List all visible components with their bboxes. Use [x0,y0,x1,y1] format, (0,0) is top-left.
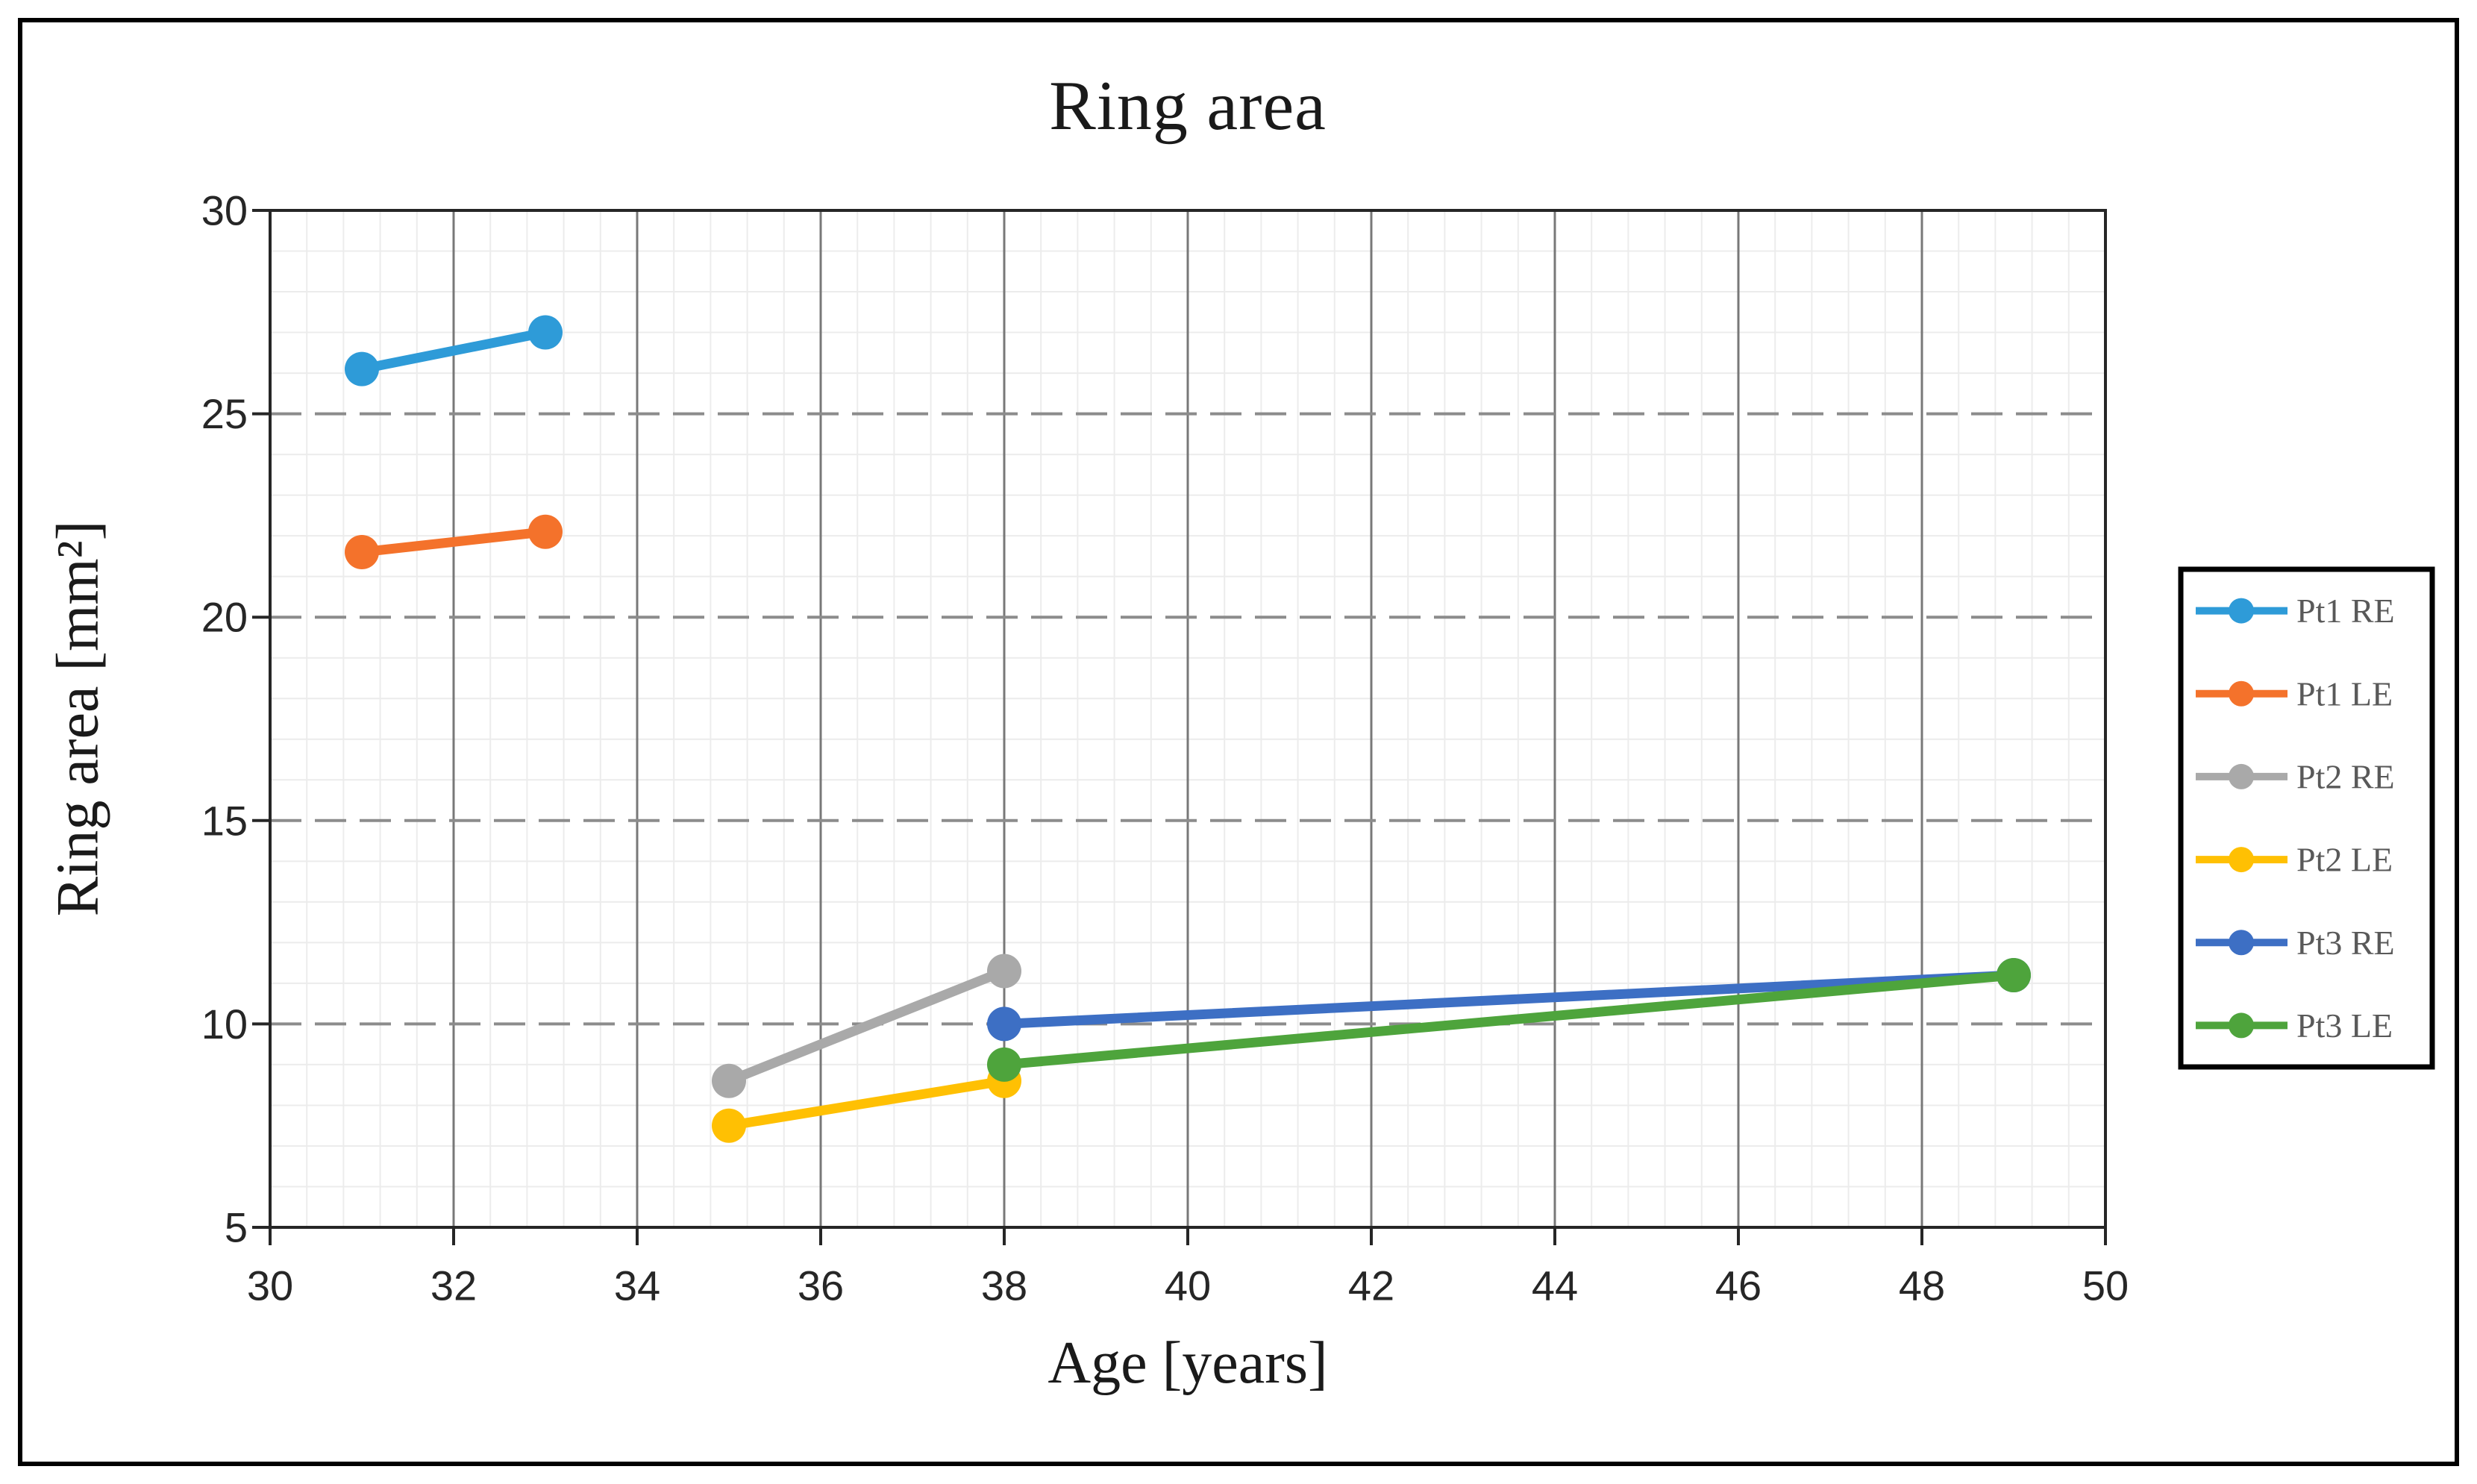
series-line-pt2-re [724,966,1009,1086]
data-point-pt2-re [712,1063,746,1098]
series-pt2-re [712,954,1021,1098]
series-line-pt3-le [999,970,2019,1070]
legend-item-pt1-re: Pt1 RE [2196,592,2395,630]
y-tick-label: 20 [201,594,248,641]
chart-title: Ring area [1049,67,1327,145]
data-point-pt2-re [987,954,1021,989]
series-line-pt3-re [999,970,2019,1029]
x-tick-label: 40 [1165,1262,1211,1309]
tick-labels: 30 32 34 36 38 40 42 44 46 48 50 5 10 15 20 25 30 [201,187,2129,1309]
axis-ticks [252,209,2107,1245]
x-tick-label: 44 [1532,1262,1578,1309]
series-pt3-re [987,957,2031,1042]
data-point-pt3-le [987,1047,1021,1082]
x-tick-label: 30 [247,1262,293,1309]
y-tick-label: 5 [225,1204,248,1251]
y-tick-label: 30 [201,187,248,234]
series-line-pt1-le [357,527,551,557]
x-tick-label: 48 [1899,1262,1945,1309]
series-line-pt2-le [724,1076,1009,1131]
x-tick-label: 32 [430,1262,477,1309]
data-point-pt1-le [345,534,379,569]
x-tick-label: 38 [981,1262,1027,1309]
legend-box [2178,566,2435,1070]
data-point-pt3-le [1997,957,2031,992]
series-pt1-re [345,315,563,386]
data-point-pt2-le [712,1108,746,1143]
data-point-pt1-re [528,315,563,350]
y-tick-label: 15 [201,797,248,844]
legend-item-pt2-le: Pt2 LE [2196,841,2393,879]
legend-marker-pt3-le [2229,1012,2254,1039]
series-pt3-le [987,957,2031,1082]
y-tick-label: 10 [201,1001,248,1048]
data-point-pt1-le [528,514,563,549]
x-tick-label: 50 [2082,1262,2129,1309]
legend-marker-pt2-le [2229,847,2254,873]
legend-label-pt3-re: Pt3 RE [2296,924,2395,962]
legend-marker-pt1-re [2229,598,2254,624]
legend-marker-pt1-le [2229,680,2254,707]
legend-item-pt2-re: Pt2 RE [2196,757,2395,795]
legend-item-pt3-re: Pt3 RE [2196,924,2395,962]
major-gridlines [270,210,2105,1227]
legend-label-pt1-re: Pt1 RE [2296,592,2395,630]
series-pt2-le [712,1063,1021,1143]
series-pt1-le [345,514,563,569]
x-tick-label: 42 [1348,1262,1394,1309]
x-axis-title: Age [years] [1048,1330,1328,1396]
series-line-pt1-re [357,328,551,375]
legend-label-pt1-le: Pt1 LE [2296,674,2393,713]
legend-label-pt3-le: Pt3 LE [2296,1006,2393,1045]
x-tick-label: 36 [798,1262,844,1309]
x-tick-label: 46 [1715,1262,1762,1309]
y-axis-title: Ring area [mm²] [45,520,111,917]
legend-marker-pt3-re [2229,930,2254,956]
legend-item-pt3-le: Pt3 LE [2196,1006,2393,1045]
legend: Pt1 RE Pt1 LE Pt2 RE Pt2 LE Pt3 RE Pt3 LE [2178,566,2435,1070]
legend-label-pt2-le: Pt2 LE [2296,841,2393,879]
legend-item-pt1-le: Pt1 LE [2196,674,2393,713]
data-point-pt3-re [987,1006,1021,1042]
legend-label-pt2-re: Pt2 RE [2296,757,2395,795]
y-tick-label: 25 [201,390,248,437]
legend-marker-pt2-re [2229,763,2254,789]
data-point-pt1-re [345,351,379,386]
x-tick-label: 34 [614,1262,660,1309]
